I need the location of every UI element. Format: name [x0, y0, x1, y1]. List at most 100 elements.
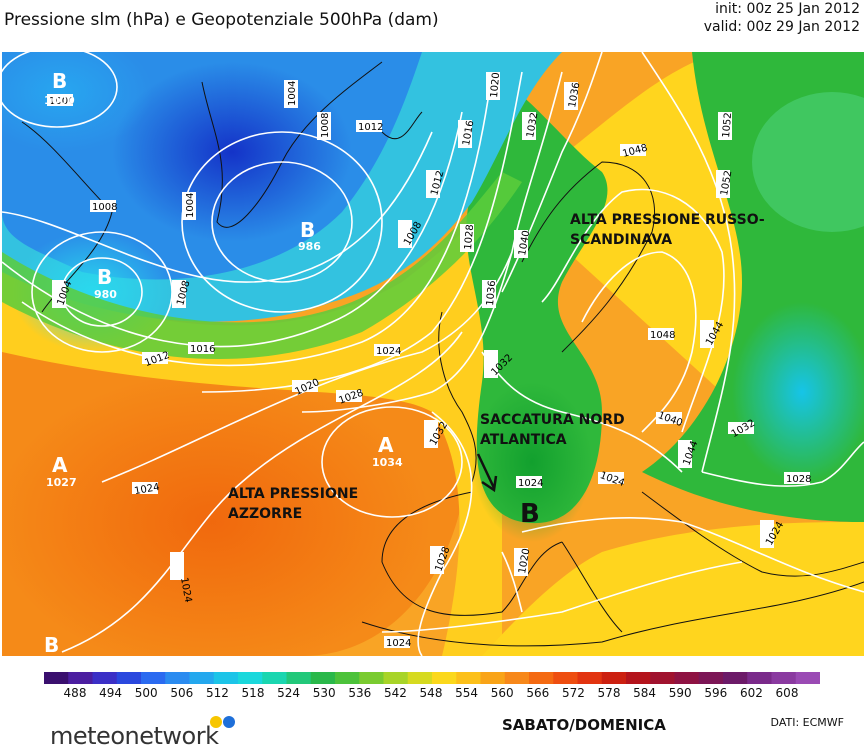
- annotation-russo-2: SCANDINAVA: [570, 232, 672, 248]
- colorbar-tick-label: 518: [241, 686, 265, 700]
- colorbar-tick-label: 488: [63, 686, 87, 700]
- colorbar-cell: [213, 672, 239, 684]
- colorbar-cell: [68, 672, 93, 684]
- svg-text:1028: 1028: [463, 224, 476, 250]
- isobar-label: 1024: [516, 476, 543, 489]
- colorbar-cell: [359, 672, 384, 684]
- field-orange-core: [2, 372, 432, 656]
- isobar-1024-c: [521, 517, 864, 593]
- isobar-label: 1040: [514, 230, 532, 258]
- colorbar-tick-label: 530: [312, 686, 336, 700]
- isobar-label: 1036: [564, 82, 582, 110]
- svg-text:B: B: [52, 69, 67, 93]
- isobar-ring-986-b: [181, 131, 383, 313]
- coast-iceland: [381, 111, 423, 140]
- init-time: init: 00z 25 Jan 2012: [715, 1, 860, 17]
- isobar-1048: [581, 251, 697, 433]
- colorbar-cell: [92, 672, 118, 684]
- isobar-label: 1036: [482, 280, 498, 308]
- isobar-label: 1004: [284, 80, 298, 108]
- svg-text:1034: 1034: [372, 456, 403, 469]
- colorbar-cell: [383, 672, 409, 684]
- low-center: B: [44, 633, 59, 656]
- colorbar-tick-label: 584: [633, 686, 657, 700]
- map-canvas: 1000 1004 1004 1004 1008 1008 1008 1008 …: [2, 52, 864, 656]
- svg-text:1024: 1024: [134, 482, 161, 497]
- colorbar-cell: [432, 672, 457, 684]
- colorbar-tick-label: 494: [99, 686, 123, 700]
- valid-time: valid: 00z 29 Jan 2012: [703, 19, 860, 35]
- isobar-label: 1032: [522, 112, 540, 140]
- colorbar: [44, 672, 820, 684]
- colorbar-tick-label: 596: [704, 686, 728, 700]
- colorbar-tick-label: 536: [348, 686, 372, 700]
- coast-north-africa: [361, 581, 864, 647]
- trough-arrow: [476, 453, 498, 493]
- isobar-label: 1028: [784, 472, 811, 485]
- isobar-label: 1012: [356, 120, 383, 133]
- annotation-saccatura: SACCATURA NORD: [480, 412, 625, 428]
- colorbar-tick-label: 602: [739, 686, 763, 700]
- isobar-label: 1052: [718, 112, 734, 140]
- colorbar-cell: [165, 672, 190, 684]
- low-center: B 980: [94, 265, 117, 301]
- data-source: DATI: ECMWF: [770, 716, 844, 729]
- svg-text:B: B: [97, 265, 112, 289]
- annotations: ALTA PRESSIONE RUSSO- SCANDINAVA SACCATU…: [228, 212, 765, 522]
- colorbar-cell: [456, 672, 481, 684]
- svg-text:1024: 1024: [178, 577, 193, 604]
- colorbar-tick-label: 500: [134, 686, 158, 700]
- svg-text:1040: 1040: [517, 230, 532, 257]
- high-center: A 1034: [372, 433, 403, 469]
- colorbar-tick-label: 566: [526, 686, 550, 700]
- isobar-label: 1020: [486, 72, 502, 100]
- colorbar-cell: [674, 672, 700, 684]
- colorbar-cell: [698, 672, 724, 684]
- svg-text:1024: 1024: [386, 638, 411, 649]
- coast-italy: [561, 541, 623, 633]
- colorbar-cell: [795, 672, 820, 684]
- colorbar-tick-label: 578: [597, 686, 621, 700]
- colorbar-cell: [189, 672, 215, 684]
- colorbar-cell: [116, 672, 142, 684]
- weather-map: 1000 1004 1004 1004 1008 1008 1008 1008 …: [2, 52, 864, 656]
- isobar-label: 1000: [47, 94, 74, 107]
- annotation-russo: ALTA PRESSIONE RUSSO-: [570, 212, 765, 228]
- colorbar-tick-label: 524: [277, 686, 301, 700]
- coast-uk: [438, 311, 477, 483]
- low-center: B 986: [298, 218, 321, 253]
- colorbar-tick-label: 548: [419, 686, 443, 700]
- svg-text:980: 980: [94, 288, 117, 301]
- annotation-azzorre-2: AZZORRE: [228, 506, 302, 522]
- svg-text:1008: 1008: [320, 113, 331, 138]
- colorbar-cell: [141, 672, 166, 684]
- svg-text:1004: 1004: [185, 193, 196, 218]
- colorbar-tick-label: 572: [561, 686, 585, 700]
- isobar-label: 1024: [384, 636, 411, 649]
- isobar-1020-b: [501, 551, 523, 613]
- isobar-1016: [21, 71, 493, 367]
- svg-text:1000: 1000: [44, 94, 75, 107]
- isobar-label: 1008: [317, 112, 331, 140]
- coast-black-sea: [641, 491, 864, 577]
- svg-text:1024: 1024: [518, 478, 543, 489]
- colorbar-tick-label: 506: [170, 686, 194, 700]
- isobar-label: 1048: [648, 328, 675, 341]
- isobar-label: 1024: [132, 482, 160, 497]
- colorbar-cell: [44, 672, 69, 684]
- svg-text:1036: 1036: [485, 280, 498, 306]
- isobar-labels: 1000 1004 1004 1004 1008 1008 1008 1008 …: [47, 72, 811, 649]
- colorbar-cell: [480, 672, 506, 684]
- pressure-centers: B 1000 B 986 B 980 A 1027 A 1034 B: [44, 69, 540, 656]
- isobar-label: 1020: [514, 548, 532, 576]
- isobar-1044: [541, 188, 725, 433]
- svg-text:1027: 1027: [46, 476, 77, 489]
- run-info: init: 00z 25 Jan 2012 valid: 00z 29 Jan …: [704, 0, 860, 36]
- isobar-label: 1016: [188, 342, 215, 355]
- brand-dots-icon: [210, 716, 235, 728]
- svg-text:A: A: [52, 453, 68, 477]
- isobar-ring-1034: [321, 406, 463, 518]
- brand-logo: meteonetwork: [50, 716, 235, 750]
- isobar-label: 1028: [336, 388, 365, 407]
- svg-text:1048: 1048: [650, 330, 675, 341]
